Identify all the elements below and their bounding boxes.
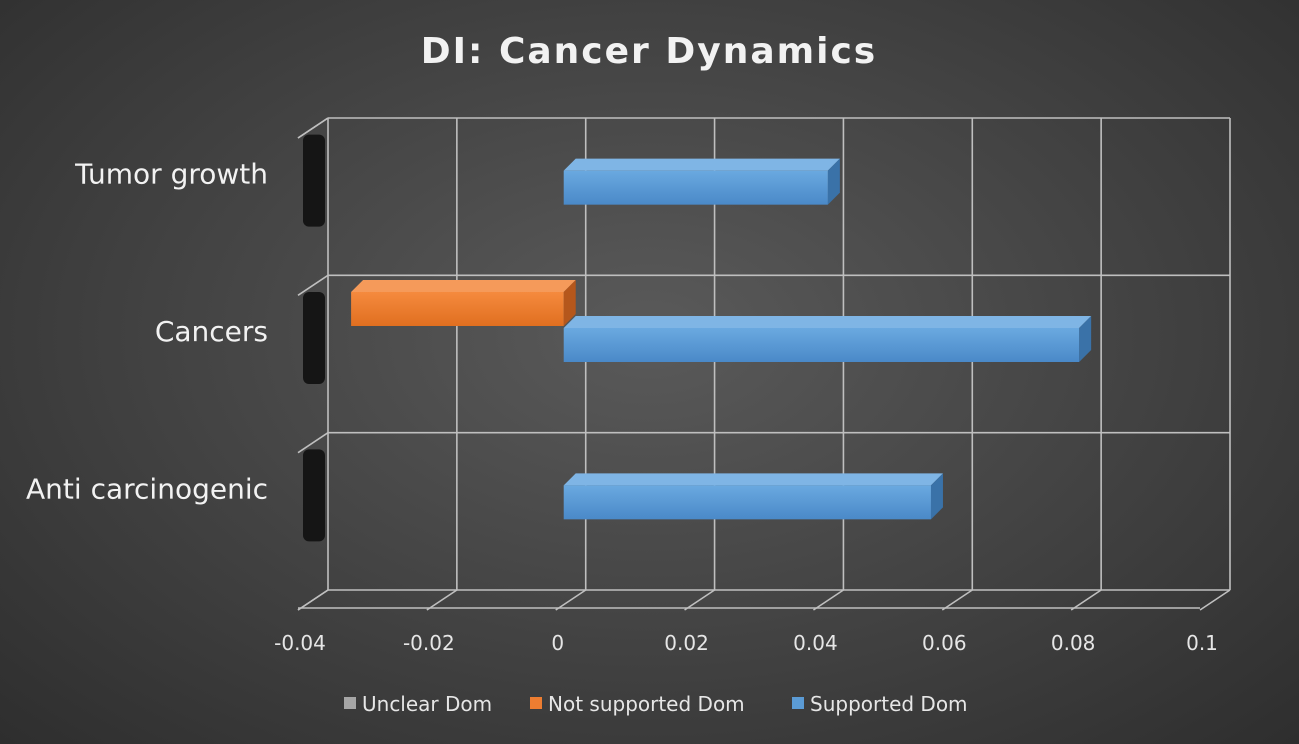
bar-supported-dom xyxy=(563,158,840,205)
gridline-floor xyxy=(684,589,716,611)
x-tick-label: 0.02 xyxy=(664,631,709,655)
bar-top-face xyxy=(563,473,943,486)
chart-title: DI: Cancer Dynamics xyxy=(421,31,877,72)
bar-side-face xyxy=(563,280,576,326)
x-tick-label: 0.1 xyxy=(1186,631,1218,655)
bars xyxy=(351,158,1092,520)
bar-side-face xyxy=(930,473,943,520)
x-tick-label: 0.08 xyxy=(1051,631,1096,655)
bar-supported-dom xyxy=(563,316,1092,362)
legend-swatch xyxy=(792,697,804,709)
bar-front-face xyxy=(563,485,931,520)
gridline-floor xyxy=(555,589,587,611)
bar-side-face xyxy=(827,158,840,205)
category-labels: Anti carcinogenic Cancers Tumor growth xyxy=(26,134,325,542)
legend-swatch xyxy=(530,697,542,709)
bar-front-face xyxy=(351,292,564,326)
gridline-floor xyxy=(1199,589,1231,611)
legend-item: Supported Dom xyxy=(792,692,968,716)
bar-top-face xyxy=(563,158,840,171)
x-axis-ticks: -0.04 -0.02 0 0.02 0.04 0.06 0.08 0.1 xyxy=(274,631,1218,655)
category-label: Cancers xyxy=(155,315,268,348)
legend-label: Unclear Dom xyxy=(362,692,492,716)
bar-side-face xyxy=(1079,316,1092,362)
gridline-wall xyxy=(297,589,329,611)
gridline-wall xyxy=(297,432,329,454)
gridline-floor xyxy=(941,589,973,611)
legend-item: Not supported Dom xyxy=(530,692,745,716)
gridline-floor xyxy=(812,589,844,611)
legend-item: Unclear Dom xyxy=(344,692,492,716)
legend-label: Supported Dom xyxy=(810,692,968,716)
category-axis-tab xyxy=(303,292,325,384)
legend-label: Not supported Dom xyxy=(548,692,745,716)
bar-top-face xyxy=(351,280,576,292)
bar-supported-dom xyxy=(563,473,943,520)
category-label: Tumor growth xyxy=(74,158,268,191)
x-tick-label: 0.06 xyxy=(922,631,967,655)
x-tick-label: 0.04 xyxy=(793,631,838,655)
gridline-wall xyxy=(297,274,329,296)
x-tick-label: -0.04 xyxy=(274,631,326,655)
legend-swatch xyxy=(344,697,356,709)
category-axis-tab xyxy=(303,449,325,542)
bar-front-face xyxy=(563,170,828,205)
bar-not-supported-dom xyxy=(351,280,576,326)
x-tick-label: 0 xyxy=(551,631,564,655)
legend: Unclear Dom Not supported Dom Supported Do… xyxy=(344,692,968,716)
gridline-floor xyxy=(1070,589,1102,611)
gridline-floor xyxy=(426,589,458,611)
gridline-wall xyxy=(297,117,329,139)
category-label: Anti carcinogenic xyxy=(26,472,268,505)
x-tick-label: -0.02 xyxy=(403,631,455,655)
bar-front-face xyxy=(563,328,1080,362)
category-axis-tab xyxy=(303,134,325,227)
bar-top-face xyxy=(563,316,1092,328)
